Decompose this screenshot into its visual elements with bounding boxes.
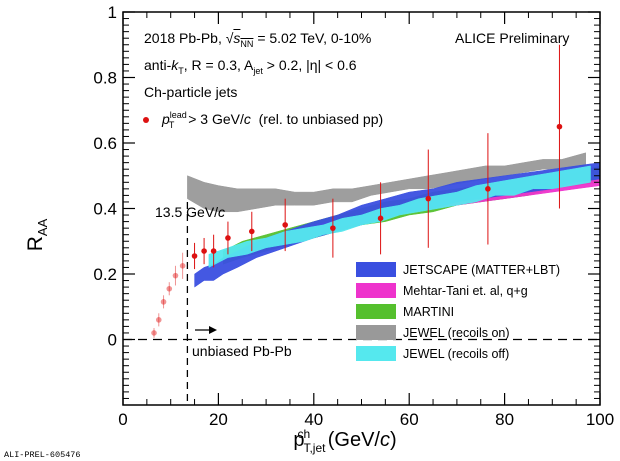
data-point [160, 299, 167, 305]
y-tick-label: 1 [108, 3, 117, 22]
y-tick-label: 0 [108, 331, 117, 350]
y-axis-label: RAA [24, 218, 50, 251]
x-tick-label: 60 [400, 410, 419, 429]
x-tick-label: 80 [495, 410, 514, 429]
data-point [225, 235, 231, 241]
x-tick-label: 40 [304, 410, 323, 429]
x-tick-label: 100 [586, 410, 614, 429]
legend-swatch-jetscape [356, 262, 396, 277]
data-point [377, 215, 384, 222]
preliminary-label: ALICE Preliminary [455, 30, 570, 46]
data-point [179, 263, 186, 269]
data-point [166, 285, 173, 292]
data-point [425, 195, 432, 202]
y-tick-label: 0.6 [93, 134, 117, 153]
legend-swatch-martini [356, 304, 396, 319]
y-tick-label: 0.8 [93, 69, 117, 88]
y-tick-label: 0.4 [93, 200, 117, 219]
y-tick-label: 0.2 [93, 265, 117, 284]
footer-id: ALI-PREL-605476 [4, 450, 81, 460]
algorithm-label: anti-kT, R = 0.3, Ajet > 0.2, |η| < 0.6 [144, 57, 357, 76]
axis-ticks: 0 20 40 60 80 100 0 0.2 0.4 0.6 0.8 1 [93, 3, 614, 429]
data-point [191, 253, 198, 259]
data-legend-marker [143, 117, 149, 123]
threshold-label: 13.5 GeV/c [155, 204, 226, 220]
legend: JETSCAPE (MATTER+LBT) Mehtar-Tani et. al,… [356, 262, 560, 361]
system-label: 2018 Pb-Pb, √sNN = 5.02 TeV, 0-10% [144, 30, 372, 49]
data-point [248, 228, 255, 235]
data-point [556, 123, 563, 130]
x-tick-label: 0 [118, 410, 127, 429]
data-point [151, 330, 157, 336]
legend-swatch-jewel-on [356, 325, 396, 340]
legend-swatch-mehtar-tani [356, 283, 396, 298]
data-point [330, 225, 336, 231]
data-point [201, 248, 207, 254]
legend-label-mehtar-tani: Mehtar-Tani et. al, q+g [403, 284, 528, 298]
data-points [143, 44, 563, 338]
data-legend-label: pleadT > 3 GeV/c (rel. to unbiased pp) [162, 110, 384, 130]
unbiased-label: unbiased Pb-Pb [192, 343, 292, 359]
x-tick-label: 20 [209, 410, 228, 429]
legend-label-jetscape: JETSCAPE (MATTER+LBT) [403, 263, 560, 277]
band-jewel-off [208, 165, 591, 268]
legend-label-martini: MARTINI [403, 305, 454, 319]
data-point [282, 222, 288, 228]
data-point [485, 186, 491, 192]
legend-label-jewel-on: JEWEL (recoils on) [403, 326, 510, 340]
data-point [172, 272, 179, 279]
jets-label: Ch-particle jets [144, 84, 238, 100]
data-point [210, 248, 217, 254]
legend-label-jewel-off: JEWEL (recoils off) [403, 347, 509, 361]
data-point [155, 317, 162, 323]
unbiased-arrow [195, 326, 217, 334]
x-axis-label: pT,jetch (GeV/c) [293, 427, 396, 455]
legend-swatch-jewel-off [356, 346, 396, 361]
